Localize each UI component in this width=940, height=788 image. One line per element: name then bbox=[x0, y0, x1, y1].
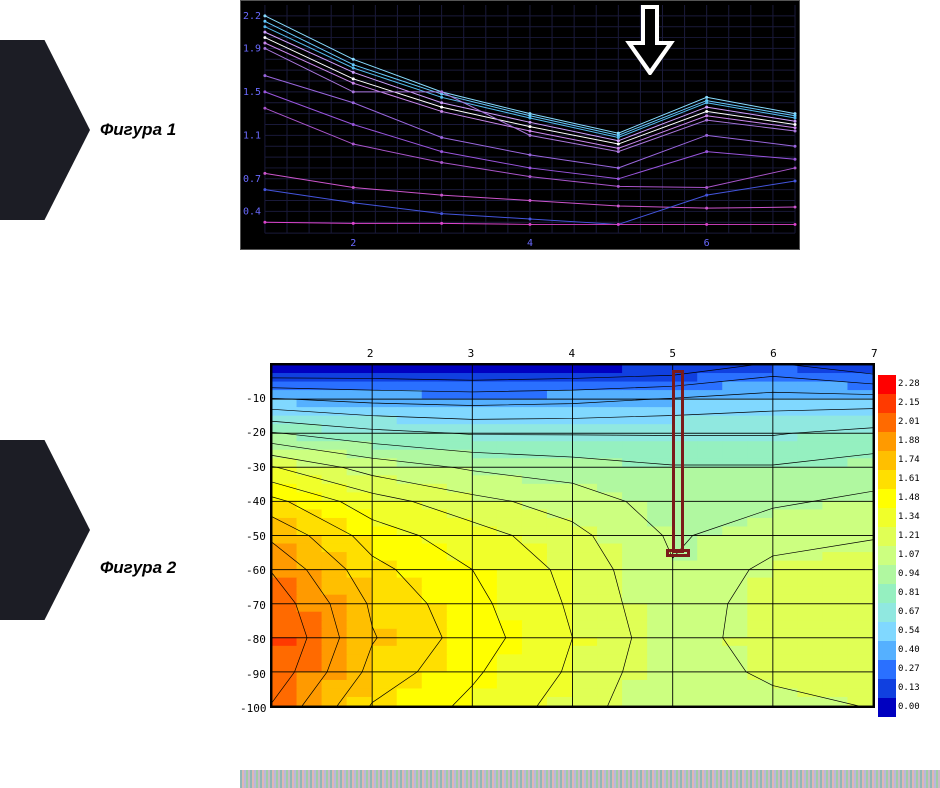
y-tick-label: -100 bbox=[240, 702, 267, 715]
legend-row: 0.40 bbox=[878, 641, 940, 660]
svg-text:4: 4 bbox=[527, 238, 533, 249]
legend-row: 1.34 bbox=[878, 508, 940, 527]
legend-row: 0.67 bbox=[878, 603, 940, 622]
y-tick-label: -70 bbox=[246, 599, 266, 612]
figure-2-label: Фигура 2 bbox=[100, 558, 176, 578]
y-tick-label: -20 bbox=[246, 426, 266, 439]
legend-row: 1.74 bbox=[878, 451, 940, 470]
svg-text:2.2: 2.2 bbox=[243, 11, 261, 22]
x-tick-label: 3 bbox=[468, 347, 475, 360]
pointer-shape-2 bbox=[0, 440, 90, 620]
y-tick-label: -40 bbox=[246, 495, 266, 508]
noise-strip bbox=[240, 770, 940, 788]
x-tick-label: 7 bbox=[871, 347, 878, 360]
y-tick-label: -30 bbox=[246, 461, 266, 474]
x-tick-label: 5 bbox=[669, 347, 676, 360]
legend-row: 2.15 bbox=[878, 394, 940, 413]
figure-1-label: Фигура 1 bbox=[100, 120, 176, 140]
legend-row: 0.00 bbox=[878, 698, 940, 717]
y-tick-label: -90 bbox=[246, 668, 266, 681]
x-tick-label: 6 bbox=[770, 347, 777, 360]
legend-row: 1.61 bbox=[878, 470, 940, 489]
legend-row: 2.01 bbox=[878, 413, 940, 432]
legend-row: 2.28 bbox=[878, 375, 940, 394]
y-tick-label: -50 bbox=[246, 530, 266, 543]
legend-row: 1.21 bbox=[878, 527, 940, 546]
legend-row: 0.27 bbox=[878, 660, 940, 679]
y-tick-label: -80 bbox=[246, 633, 266, 646]
chart-1-lines: 0.4 0.7 1.1 1.5 1.9 2.2 2 4 6 bbox=[240, 0, 800, 250]
svg-text:1.5: 1.5 bbox=[243, 87, 261, 98]
legend-row: 1.07 bbox=[878, 546, 940, 565]
svg-text:0.4: 0.4 bbox=[243, 206, 261, 217]
svg-text:1.9: 1.9 bbox=[243, 43, 261, 54]
svg-text:6: 6 bbox=[704, 238, 710, 249]
legend-row: 0.81 bbox=[878, 584, 940, 603]
color-legend: 2.282.152.011.881.741.611.481.341.211.07… bbox=[878, 375, 940, 717]
y-tick-label: -10 bbox=[246, 392, 266, 405]
legend-row: 1.88 bbox=[878, 432, 940, 451]
svg-text:1.1: 1.1 bbox=[243, 130, 261, 141]
legend-row: 0.13 bbox=[878, 679, 940, 698]
x-tick-label: 4 bbox=[569, 347, 576, 360]
legend-row: 0.54 bbox=[878, 622, 940, 641]
y-tick-label: -60 bbox=[246, 564, 266, 577]
svg-text:0.7: 0.7 bbox=[243, 174, 261, 185]
svg-text:2: 2 bbox=[350, 238, 356, 249]
x-tick-label: 2 bbox=[367, 347, 374, 360]
legend-row: 0.94 bbox=[878, 565, 940, 584]
legend-row: 1.48 bbox=[878, 489, 940, 508]
chart-2-heatmap: 2 3 4 5 6 7 -10 -20 -30 -40 -50 -60 -70 -80 -90 -100 2… bbox=[240, 345, 940, 725]
pointer-shape-1 bbox=[0, 40, 90, 220]
arrow-down-icon bbox=[625, 5, 675, 75]
